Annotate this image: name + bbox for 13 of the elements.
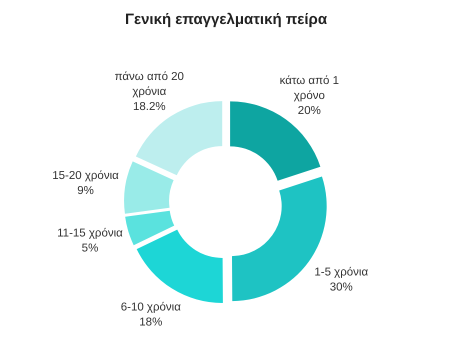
slice-label: 11-15 χρόνια: [57, 227, 124, 240]
data-label: 5%: [82, 242, 98, 254]
slice-label: 15-20 χρόνια: [52, 170, 120, 182]
slice-label: κάτω από 1 χρόνο: [280, 75, 340, 102]
data-label: 20%: [298, 105, 321, 118]
data-label: 18%: [139, 316, 162, 328]
slice-label: 6-10 χρόνια: [120, 301, 182, 314]
data-label: 18.2%: [132, 100, 166, 113]
chart-title: Γενική επαγγελματική πείρα: [124, 11, 328, 28]
data-label: 9%: [77, 185, 94, 198]
slice-label: 1-5 χρόνια: [314, 266, 368, 279]
slice-label: πάνω από 20 χρόνια: [114, 70, 184, 98]
data-label: 30%: [330, 282, 353, 294]
